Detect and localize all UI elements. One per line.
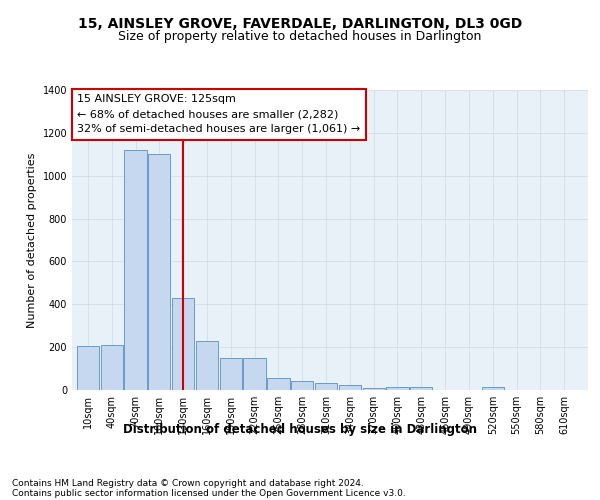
Bar	[291, 382, 313, 390]
Bar	[386, 387, 409, 390]
Text: Contains public sector information licensed under the Open Government Licence v3: Contains public sector information licen…	[12, 488, 406, 498]
Bar	[267, 378, 290, 390]
Bar	[101, 345, 123, 390]
Bar	[244, 358, 266, 390]
Text: 15 AINSLEY GROVE: 125sqm
← 68% of detached houses are smaller (2,282)
32% of sem: 15 AINSLEY GROVE: 125sqm ← 68% of detach…	[77, 94, 361, 134]
Text: Distribution of detached houses by size in Darlington: Distribution of detached houses by size …	[123, 422, 477, 436]
Bar	[196, 340, 218, 390]
Text: Size of property relative to detached houses in Darlington: Size of property relative to detached ho…	[118, 30, 482, 43]
Bar	[339, 384, 361, 390]
Bar	[124, 150, 146, 390]
Bar	[220, 358, 242, 390]
Bar	[410, 387, 433, 390]
Bar	[148, 154, 170, 390]
Bar	[315, 382, 337, 390]
Bar	[77, 346, 99, 390]
Bar	[362, 388, 385, 390]
Bar	[172, 298, 194, 390]
Bar	[482, 387, 504, 390]
Y-axis label: Number of detached properties: Number of detached properties	[27, 152, 37, 328]
Text: Contains HM Land Registry data © Crown copyright and database right 2024.: Contains HM Land Registry data © Crown c…	[12, 478, 364, 488]
Text: 15, AINSLEY GROVE, FAVERDALE, DARLINGTON, DL3 0GD: 15, AINSLEY GROVE, FAVERDALE, DARLINGTON…	[78, 18, 522, 32]
